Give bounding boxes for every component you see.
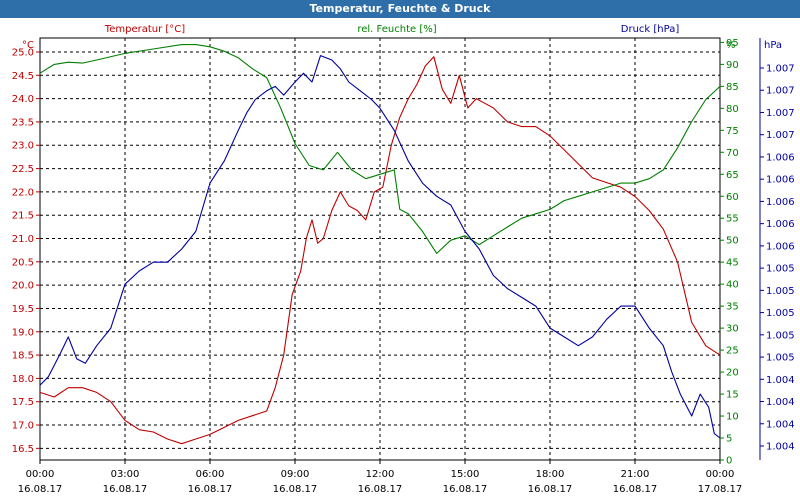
humidity-tick-label: 0 <box>726 456 732 467</box>
temperature-tick-label: 24.0 <box>12 94 34 105</box>
series-line-temperature <box>39 56 721 445</box>
pressure-tick-label: 1.006 <box>766 152 795 163</box>
temperature-tick-label: 19.0 <box>12 327 34 338</box>
time-axis: 00:00 16.08.17 03:00 16.08.17 06:00 16.08.17 0… <box>18 460 743 495</box>
humidity-tick-label: 35 <box>726 302 739 313</box>
pressure-tick-label: 1.005 <box>766 264 795 275</box>
x-tick-label-time: 06:00 <box>196 469 225 480</box>
humidity-tick-label: 80 <box>726 104 739 115</box>
x-tick-label-date: 16.08.17 <box>613 484 658 495</box>
temperature-axis: 16.5 17.0 17.5 18.0 18.5 19.0 19.5 20.0 20.5 21.0… <box>12 40 40 455</box>
temperature-tick-label: 23.5 <box>12 117 34 128</box>
humidity-tick-label: 55 <box>726 214 739 225</box>
temperature-tick-label: 20.0 <box>12 281 34 292</box>
humidity-tick-label: 90 <box>726 60 739 71</box>
temperature-tick-label: 24.5 <box>12 71 34 82</box>
x-tick-label-date: 16.08.17 <box>443 484 488 495</box>
temperature-tick-label: 25.0 <box>12 47 34 58</box>
pressure-tick-label: 1.006 <box>766 241 795 252</box>
series-line-pressure <box>39 55 721 439</box>
temperature-tick-label: 18.0 <box>12 374 34 385</box>
pressure-tick-label: 1.005 <box>766 286 795 297</box>
temperature-tick-label: 22.0 <box>12 187 34 198</box>
pressure-tick-label: 1.007 <box>766 64 795 75</box>
humidity-tick-label: 25 <box>726 346 739 357</box>
x-tick-label-date: 16.08.17 <box>528 484 573 495</box>
temperature-tick-label: 22.5 <box>12 164 34 175</box>
x-tick-label-time: 00:00 <box>706 469 735 480</box>
x-tick-label-date: 16.08.17 <box>103 484 148 495</box>
pressure-tick-label: 1.006 <box>766 219 795 230</box>
humidity-tick-label: 50 <box>726 236 739 247</box>
pressure-tick-label: 1.007 <box>766 108 795 119</box>
humidity-tick-label: 30 <box>726 324 739 335</box>
series-line-humidity <box>39 44 721 254</box>
x-tick-label-date: 16.08.17 <box>18 484 63 495</box>
temperature-tick-label: 21.5 <box>12 211 34 222</box>
pressure-tick-label: 1.005 <box>766 330 795 341</box>
pressure-axis: hPa 1.004 1.004 1.004 1.004 1.005 1.005 1.005 1.… <box>759 38 795 460</box>
humidity-tick-label: 20 <box>726 368 739 379</box>
pressure-tick-label: 1.006 <box>766 197 795 208</box>
x-tick-label-time: 03:00 <box>111 469 140 480</box>
pressure-tick-label: 1.007 <box>766 86 795 97</box>
pressure-tick-label: 1.006 <box>766 175 795 186</box>
pressure-tick-label: 1.004 <box>766 419 795 430</box>
legend-entry-temperature: Temperatur [°C] <box>104 24 185 35</box>
temperature-tick-label: 20.5 <box>12 257 34 268</box>
temperature-tick-label: 17.0 <box>12 421 34 432</box>
temperature-tick-label: 17.5 <box>12 397 34 408</box>
humidity-tick-label: 70 <box>726 148 739 159</box>
humidity-tick-label: 10 <box>726 412 739 423</box>
humidity-tick-label: 65 <box>726 170 739 181</box>
temperature-tick-label: 16.5 <box>12 444 34 455</box>
x-tick-label-time: 18:00 <box>536 469 565 480</box>
pressure-tick-label: 1.005 <box>766 308 795 319</box>
x-tick-label-time: 12:00 <box>366 469 395 480</box>
legend-entry-pressure: Druck [hPa] <box>621 24 680 35</box>
humidity-tick-label: 40 <box>726 280 739 291</box>
temperature-tick-label: 18.5 <box>12 351 34 362</box>
humidity-tick-label: 5 <box>726 434 732 445</box>
pressure-tick-label: 1.004 <box>766 375 795 386</box>
chart-title: Temperatur, Feuchte & Druck <box>0 0 800 18</box>
humidity-tick-label: 95 <box>726 38 739 49</box>
temperature-unit-label: °C <box>22 40 34 51</box>
humidity-tick-label: 45 <box>726 258 739 269</box>
pressure-unit-label: hPa <box>764 40 782 51</box>
humidity-tick-label: 75 <box>726 126 739 137</box>
x-tick-label-time: 15:00 <box>451 469 480 480</box>
x-tick-label-time: 09:00 <box>281 469 310 480</box>
series-layer <box>39 44 721 445</box>
pressure-tick-label: 1.007 <box>766 130 795 141</box>
grid-lines <box>40 38 720 460</box>
x-tick-label-date: 16.08.17 <box>273 484 318 495</box>
temperature-tick-label: 21.0 <box>12 234 34 245</box>
x-tick-label-date: 17.08.17 <box>698 484 743 495</box>
pressure-tick-label: 1.005 <box>766 353 795 364</box>
legend-entry-humidity: rel. Feuchte [%] <box>357 24 436 35</box>
legend: Temperatur [°C] rel. Feuchte [%] Druck [hP… <box>104 24 680 35</box>
x-tick-label-time: 21:00 <box>621 469 650 480</box>
humidity-unit-label: % <box>726 40 736 51</box>
humidity-tick-label: 60 <box>726 192 739 203</box>
x-tick-label-time: 00:00 <box>26 469 55 480</box>
pressure-tick-label: 1.004 <box>766 397 795 408</box>
humidity-tick-label: 15 <box>726 390 739 401</box>
x-tick-label-date: 16.08.17 <box>188 484 233 495</box>
humidity-tick-label: 85 <box>726 82 739 93</box>
pressure-tick-label: 1.004 <box>766 442 795 453</box>
temperature-tick-label: 23.0 <box>12 141 34 152</box>
temperature-tick-label: 19.5 <box>12 304 34 315</box>
x-tick-label-date: 16.08.17 <box>358 484 403 495</box>
humidity-axis: 0 5 10 15 20 25 30 35 40 45 50 55 60 65 70 75 80 85 90 95% <box>720 38 739 467</box>
